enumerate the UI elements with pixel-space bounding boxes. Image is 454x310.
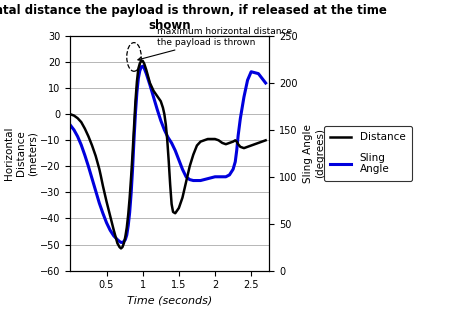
Legend: Distance, Sling
Angle: Distance, Sling Angle — [324, 126, 412, 181]
X-axis label: Time (seconds): Time (seconds) — [127, 296, 212, 306]
Y-axis label: Sling Angle
(degrees): Sling Angle (degrees) — [303, 124, 325, 183]
Title: Horizontal distance the payload is thrown, if released at the time
shown: Horizontal distance the payload is throw… — [0, 4, 387, 32]
Text: maximum horizontal distance
the payload is thrown: maximum horizontal distance the payload … — [138, 27, 292, 61]
Y-axis label: Horizontal
Distance
(meters): Horizontal Distance (meters) — [4, 126, 37, 180]
